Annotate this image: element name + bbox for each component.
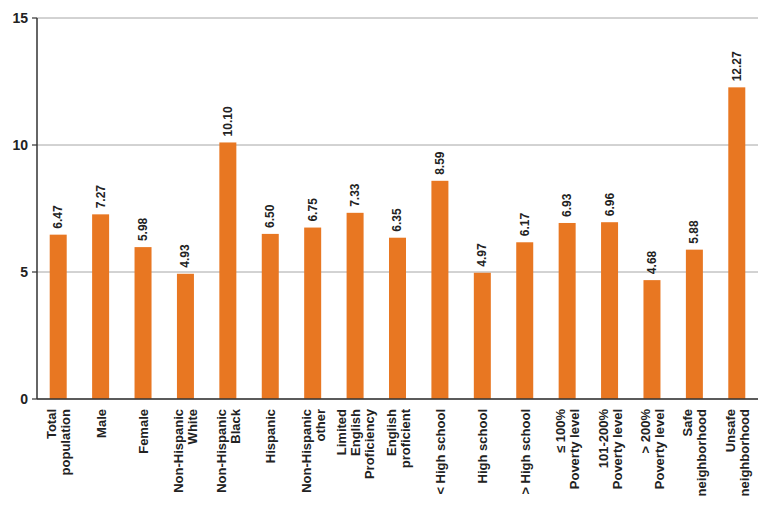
bar (177, 274, 194, 399)
bar (135, 247, 152, 399)
category-label: < High school (433, 409, 448, 495)
bar (347, 213, 364, 399)
category-label-line: Black (228, 408, 243, 443)
tick-label: 0 (20, 391, 28, 407)
bar (389, 238, 406, 399)
category-label: Non-HispanicBlack (214, 408, 243, 493)
category-label-line: neighborhood (694, 409, 709, 496)
category-label-line: population (58, 409, 73, 475)
category-label-line: Non-Hispanic (214, 409, 229, 493)
bar (92, 214, 109, 399)
category-label-line: Proficiency (362, 408, 377, 479)
data-label: 6.75 (306, 198, 320, 222)
category-label: > 200%Poverty level (638, 409, 667, 490)
category-label: Unsafeneighborhood (723, 409, 752, 496)
data-label: 6.47 (51, 205, 65, 229)
category-label-line: Poverty level (567, 409, 582, 489)
category-label: LimitedEnglishProficiency (334, 408, 377, 479)
category-label: Safeneighborhood (680, 409, 709, 496)
data-label: 6.93 (560, 193, 574, 217)
chart: 0 5 10 15 6.47 7.27 5.98 4.93 10.10 6.50 6.75 7.33 6… (0, 0, 771, 516)
tick-label: 15 (12, 10, 28, 26)
category-label: Female (136, 409, 151, 454)
category-label-line: Unsafe (723, 409, 738, 452)
category-label: High school (475, 409, 490, 483)
category-label: Male (94, 409, 109, 438)
category-label-line: > 200% (638, 409, 653, 454)
category-label: Hispanic (263, 409, 278, 463)
category-label-line: Non-Hispanic (299, 409, 314, 493)
category-label-line: < High school (433, 409, 448, 495)
tick-label: 5 (20, 264, 28, 280)
category-label-line: Total (44, 409, 59, 439)
data-label: 7.33 (348, 183, 362, 207)
category-label: Non-HispanicWhite (171, 409, 200, 493)
bar (304, 228, 321, 399)
bar (50, 235, 67, 399)
category-label-line: > High school (518, 409, 533, 495)
tick-label: 10 (12, 137, 28, 153)
category-label-line: Poverty level (610, 409, 625, 489)
data-label: 4.93 (178, 244, 192, 268)
category-label-line: Hispanic (263, 409, 278, 463)
category-label: Totalpopulation (44, 409, 73, 475)
bar (643, 280, 660, 399)
category-label-line: High school (475, 409, 490, 483)
category-label-line: neighborhood (737, 409, 752, 496)
bar (431, 181, 448, 399)
data-label: 7.27 (94, 185, 108, 209)
category-label-line: proficient (398, 408, 413, 468)
bar (601, 222, 618, 399)
data-label: 10.10 (221, 106, 235, 136)
data-label: 8.59 (433, 151, 447, 175)
x-axis (37, 398, 758, 400)
data-label: 6.50 (263, 204, 277, 228)
bar (728, 87, 745, 399)
grid-line (37, 399, 758, 400)
category-label-line: English (348, 409, 363, 456)
bar (262, 234, 279, 399)
grid-line (37, 18, 758, 19)
category-label-line: other (313, 409, 328, 442)
data-label: 5.88 (687, 220, 701, 244)
category-label-line: English (384, 409, 399, 456)
data-label: 4.68 (645, 250, 659, 274)
bar (474, 273, 491, 399)
category-label-line: Poverty level (652, 409, 667, 489)
category-label: Non-Hispanicother (299, 409, 328, 493)
bar (559, 223, 576, 399)
category-label-line: Safe (680, 409, 695, 436)
data-label: 6.17 (518, 213, 532, 237)
bar (219, 142, 236, 399)
y-axis (36, 18, 38, 399)
data-label: 6.35 (391, 208, 405, 232)
category-label-line: 101-200% (596, 409, 611, 469)
category-label: > High school (518, 409, 533, 495)
grid-line (37, 145, 758, 146)
bar (686, 250, 703, 399)
category-label-line: Male (94, 409, 109, 438)
category-label-line: Limited (334, 409, 349, 455)
category-label: ≤ 100%Poverty level (553, 409, 582, 490)
category-label-line: Female (136, 409, 151, 454)
data-label: 5.98 (136, 217, 150, 241)
data-label: 12.27 (730, 51, 744, 81)
data-label: 4.97 (475, 243, 489, 267)
bar (516, 242, 533, 399)
category-label-line: White (185, 409, 200, 444)
data-label: 6.96 (603, 193, 617, 217)
category-label: 101-200%Poverty level (596, 409, 625, 490)
category-label-line: Non-Hispanic (171, 409, 186, 493)
category-label: Englishproficient (384, 408, 413, 468)
category-label-line: ≤ 100% (553, 409, 568, 453)
